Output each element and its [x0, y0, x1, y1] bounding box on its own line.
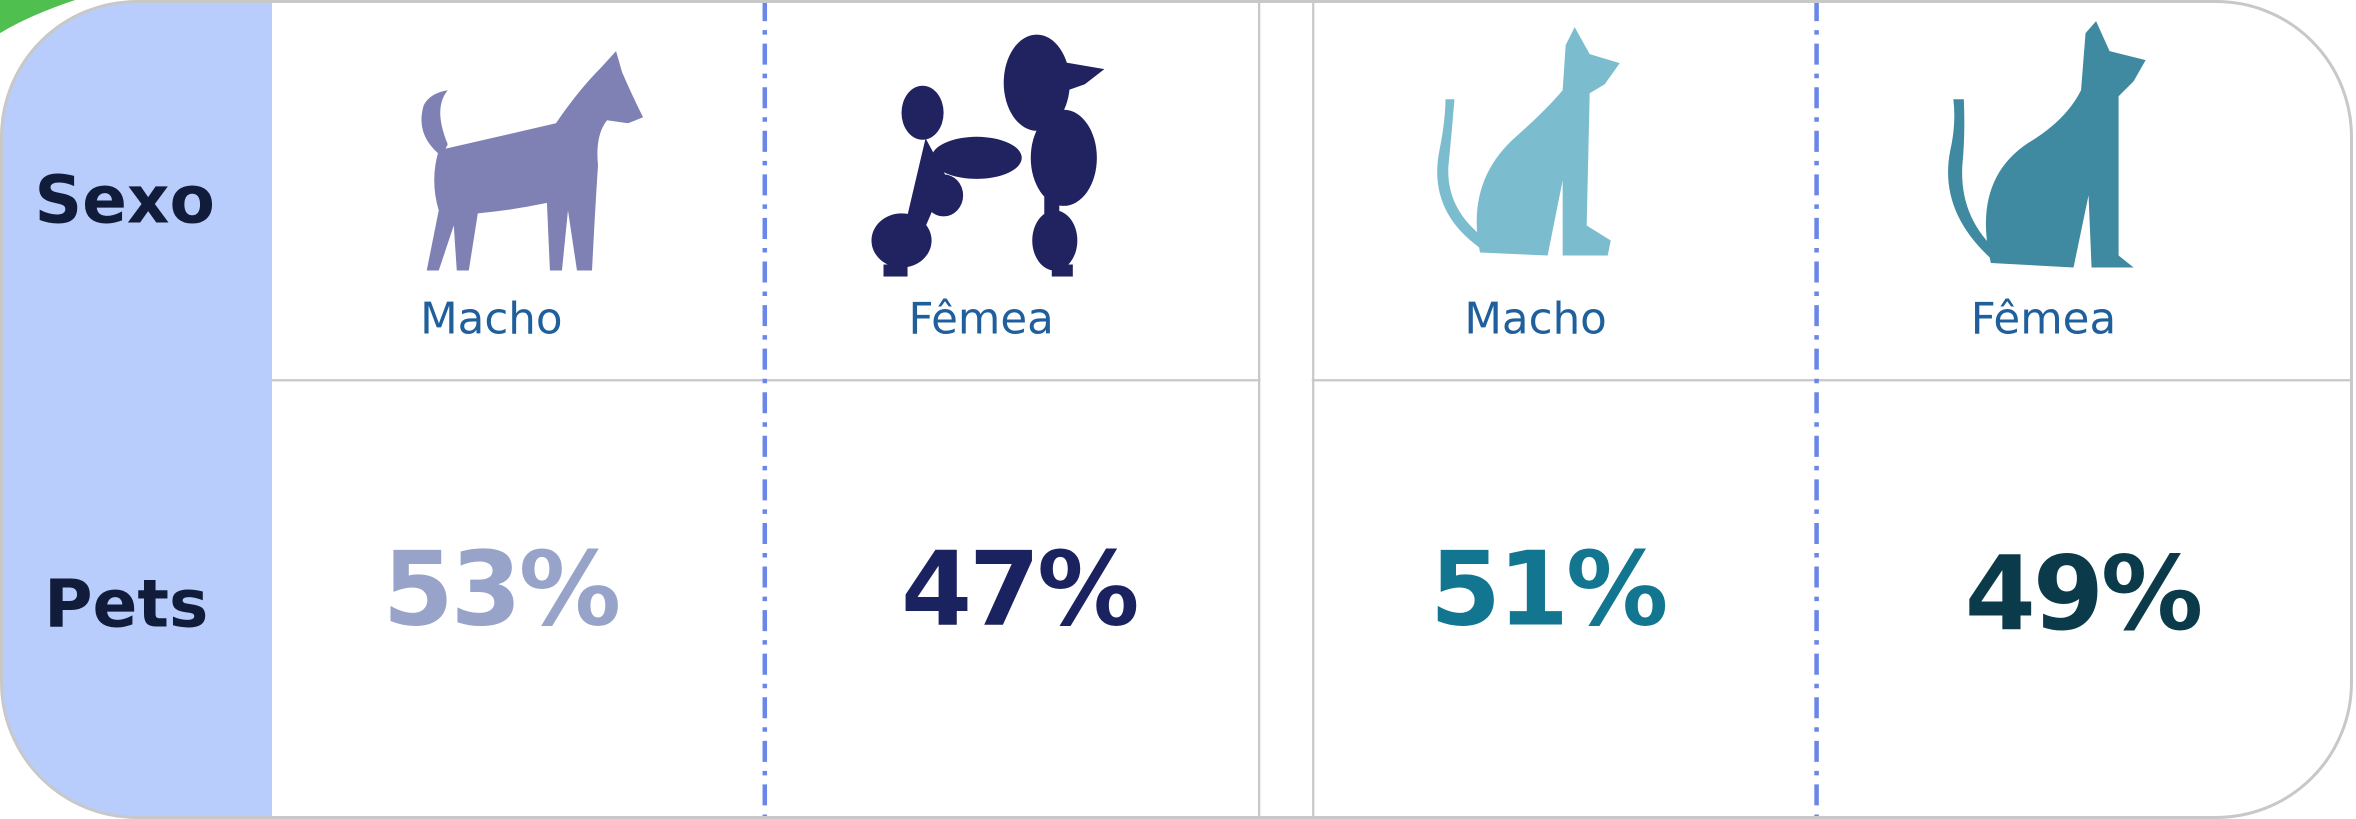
corner-decoration [0, 0, 76, 34]
percentage: 47% [901, 530, 1137, 649]
percentage: 49% [1965, 535, 2201, 654]
column-label: Macho [420, 295, 563, 345]
cat-female-icon [1948, 21, 2146, 268]
percentage: 53% [383, 530, 619, 649]
percentage: 51% [1430, 530, 1666, 649]
column-label: Fêmea [1971, 295, 2116, 345]
column-label: Macho [1464, 295, 1607, 345]
row-header: Sexo [34, 161, 215, 238]
row-header: Pets [44, 566, 208, 643]
dog-female-icon [871, 34, 1105, 277]
group-gap [1260, 1, 1312, 818]
column-label: Fêmea [908, 295, 1053, 345]
dog-male-icon [421, 51, 644, 271]
header-column [1, 1, 272, 818]
cat-male-icon [1437, 27, 1620, 256]
